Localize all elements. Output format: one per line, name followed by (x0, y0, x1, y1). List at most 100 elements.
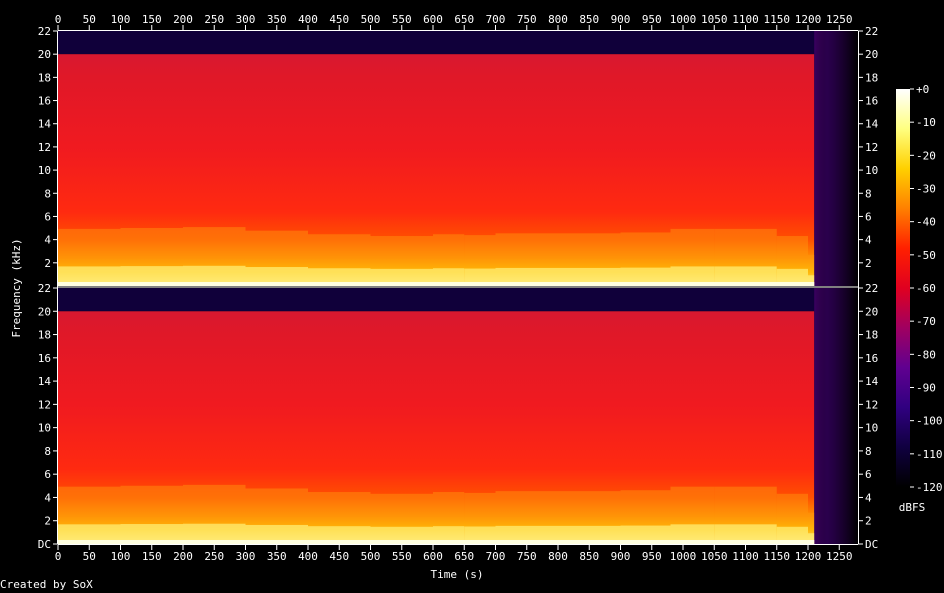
x-tick-label-bottom: 650 (454, 550, 474, 563)
y-tick-label-left: 18 (38, 329, 51, 342)
y-tick-label-right: 6 (865, 210, 872, 223)
x-tick-label-top: 1150 (764, 13, 791, 26)
energy-core-segment (183, 265, 246, 286)
energy-core-segment (408, 526, 433, 544)
energy-core-segment (120, 524, 183, 544)
spectrogram-panels (58, 31, 858, 544)
y-tick-label-left: 2 (44, 257, 51, 270)
x-tick-label-top: 750 (517, 13, 537, 26)
dc-band (58, 540, 815, 544)
y-tick-label-right: 8 (865, 187, 872, 200)
colorbar-tick-label: -70 (916, 315, 936, 328)
x-tick-label-top: 850 (579, 13, 599, 26)
colorbar-tick-label: -40 (916, 216, 936, 229)
energy-core-segment (308, 526, 371, 544)
energy-core-segment (245, 524, 308, 544)
x-tick-label-bottom: 1000 (670, 550, 697, 563)
x-tick-label-bottom: 200 (173, 550, 193, 563)
energy-core-segment (433, 526, 465, 544)
x-tick-label-top: 1050 (701, 13, 728, 26)
y-tick-label-right: 4 (865, 491, 872, 504)
x-tick-label-top: 0 (55, 13, 62, 26)
y-tick-label-left: 8 (44, 187, 51, 200)
x-tick-label-top: 450 (329, 13, 349, 26)
x-tick-label-top: 900 (611, 13, 631, 26)
energy-core-segment (670, 266, 715, 286)
x-tick-label-top: 400 (298, 13, 318, 26)
energy-core-segment (245, 267, 308, 286)
energy-core-segment (408, 268, 433, 286)
x-tick-label-bottom: 800 (548, 550, 568, 563)
colorbar-tick-label: +0 (916, 83, 929, 96)
y-tick-label-right: 22 (865, 282, 878, 295)
y-tick-label-left: 2 (44, 515, 51, 528)
above-cutoff-band (58, 31, 858, 55)
colorbar: +0 -10 -20 -30 -40 -50 -60 -70 -80 -90 -100 -110 -12… (896, 83, 943, 494)
y-tick-label-left: 22 (38, 282, 51, 295)
colorbar-tick-label: -100 (916, 415, 943, 428)
y-tick-label-left: 4 (44, 234, 51, 247)
colorbar-gradient (896, 89, 910, 487)
energy-core-segment (183, 523, 246, 544)
x-tick-label-bottom: 750 (517, 550, 537, 563)
y-tick-label-right: 14 (865, 375, 879, 388)
x-tick-label-bottom: 350 (267, 550, 287, 563)
y-tick-label-left: 10 (38, 164, 51, 177)
y-tick-label-right: 2 (865, 257, 872, 270)
y-tick-label-left: 20 (38, 48, 51, 61)
x-tick-label-bottom: 1150 (764, 550, 791, 563)
x-tick-label-bottom: 500 (361, 550, 381, 563)
dc-band (58, 282, 815, 286)
y-tick-label-left: 18 (38, 71, 51, 84)
x-tick-label-bottom: 950 (642, 550, 662, 563)
x-tick-label-top: 1100 (732, 13, 759, 26)
y-axis-label: Frequency (kHz) (10, 238, 23, 337)
y-tick-label-right: 10 (865, 164, 878, 177)
y-tick-label-left: 14 (38, 375, 52, 388)
y-tick-label-left: 16 (38, 352, 51, 365)
colorbar-tick-label: -60 (916, 282, 936, 295)
energy-core-segment (558, 267, 621, 286)
y-tick-label-right: 16 (865, 352, 878, 365)
colorbar-tick-label: -80 (916, 348, 936, 361)
x-tick-label-bottom: 400 (298, 550, 318, 563)
colorbar-tick-label: -10 (916, 116, 936, 129)
energy-core-segment (433, 268, 465, 286)
energy-core-segment (58, 266, 121, 286)
y-tick-label-right: 16 (865, 95, 878, 108)
x-tick-label-top: 100 (111, 13, 131, 26)
energy-core-segment (714, 524, 777, 544)
energy-core-segment (464, 268, 496, 286)
y-tick-label-left: 10 (38, 422, 51, 435)
y-tick-label-right: 18 (865, 329, 878, 342)
y-tick-label-right: 10 (865, 422, 878, 435)
colorbar-tick-label: -110 (916, 448, 943, 461)
spectrogram-axes: 0 0 50 50 100 100 150 150 200 200 250 250 300 300 350 3… (38, 13, 879, 563)
y-tick-label-left: 22 (38, 25, 51, 38)
y-tick-label-right: 6 (865, 468, 872, 481)
x-tick-label-top: 1000 (670, 13, 697, 26)
x-tick-label-top: 1250 (826, 13, 853, 26)
x-tick-label-top: 50 (83, 13, 96, 26)
x-tick-label-top: 300 (236, 13, 256, 26)
energy-core-segment (620, 267, 671, 286)
y-tick-label-right: 12 (865, 141, 878, 154)
y-tick-label-right: 8 (865, 445, 872, 458)
energy-core-segment (120, 266, 183, 286)
x-tick-label-bottom: 1200 (795, 550, 822, 563)
y-tick-label-left: 12 (38, 141, 51, 154)
x-tick-label-bottom: 300 (236, 550, 256, 563)
x-tick-label-top: 800 (548, 13, 568, 26)
energy-core-segment (308, 268, 371, 286)
energy-core-segment (58, 524, 121, 544)
x-tick-label-top: 350 (267, 13, 287, 26)
x-tick-label-bottom: 900 (611, 550, 631, 563)
x-tick-label-bottom: 600 (423, 550, 443, 563)
energy-core-segment (620, 525, 671, 544)
x-tick-label-bottom: 100 (111, 550, 131, 563)
x-tick-label-bottom: 850 (579, 550, 599, 563)
y-tick-label-left: 8 (44, 445, 51, 458)
colorbar-tick-label: -30 (916, 183, 936, 196)
y-tick-label-left: 12 (38, 398, 51, 411)
x-tick-label-bottom: 250 (204, 550, 224, 563)
